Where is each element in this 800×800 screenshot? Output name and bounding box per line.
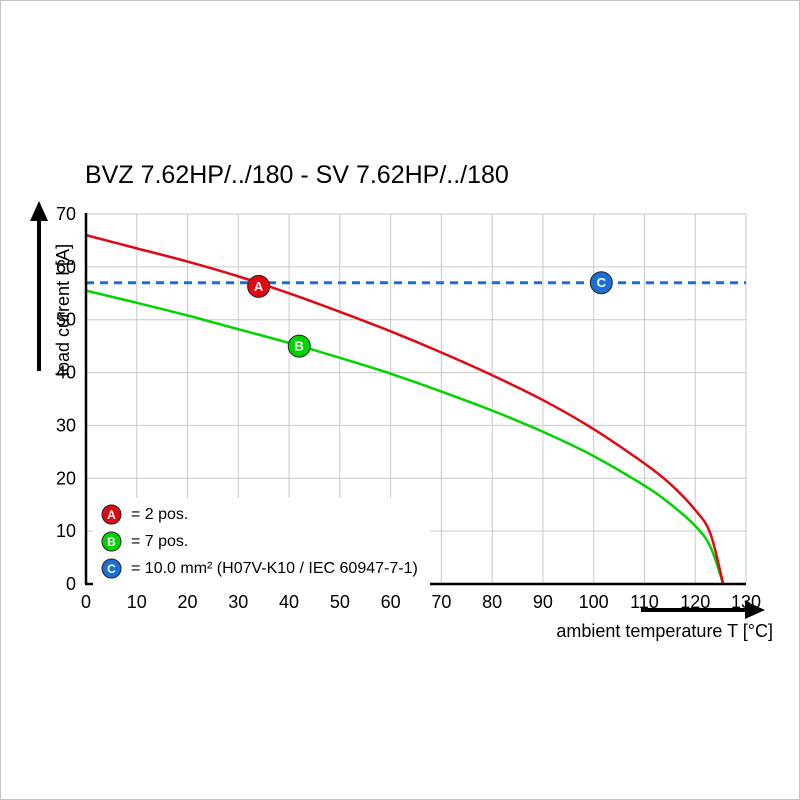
y-tick-label: 30 — [56, 415, 76, 435]
svg-text:B: B — [295, 339, 304, 354]
legend-badge-a-icon: A — [101, 504, 122, 525]
x-tick-label: 0 — [81, 592, 91, 612]
y-axis-arrow-icon — [30, 201, 48, 371]
x-tick-label: 60 — [381, 592, 401, 612]
x-tick-label: 10 — [127, 592, 147, 612]
legend-badge-b-icon: B — [101, 531, 122, 552]
x-tick-label: 30 — [228, 592, 248, 612]
legend-label-b: = 7 pos. — [131, 532, 189, 550]
x-tick-label: 90 — [533, 592, 553, 612]
legend-item-a: A = 2 pos. — [101, 502, 418, 527]
legend-badge-c-icon: C — [101, 558, 122, 579]
marker-C: C — [589, 271, 613, 295]
x-tick-label: 70 — [431, 592, 451, 612]
x-tick-label: 100 — [579, 592, 609, 612]
marker-B: B — [287, 334, 311, 358]
svg-text:A: A — [254, 279, 264, 294]
x-tick-label: 120 — [680, 592, 710, 612]
svg-text:C: C — [597, 275, 607, 290]
legend-item-c: C = 10.0 mm² (H07V-K10 / IEC 60947-7-1) — [101, 556, 418, 581]
y-tick-label: 0 — [66, 574, 76, 594]
legend-badge-a-letter: A — [107, 508, 116, 522]
x-tick-label: 110 — [630, 592, 659, 612]
y-tick-label: 40 — [56, 363, 76, 383]
legend: A = 2 pos. B = 7 pos. C = 10.0 mm² (H07V… — [93, 498, 430, 587]
y-tick-label: 50 — [56, 310, 76, 330]
y-tick-label: 10 — [56, 521, 76, 541]
x-tick-label: 20 — [178, 592, 198, 612]
legend-item-b: B = 7 pos. — [101, 529, 418, 554]
series-B-line — [85, 289, 725, 585]
legend-label-c: = 10.0 mm² (H07V-K10 / IEC 60947-7-1) — [131, 559, 418, 577]
x-tick-label: 50 — [330, 592, 350, 612]
legend-badge-c-letter: C — [107, 562, 116, 576]
y-tick-label: 60 — [56, 257, 76, 277]
y-tick-label: 20 — [56, 468, 76, 488]
y-axis-label: load current I [A] — [53, 243, 73, 376]
x-axis-arrow-icon — [641, 601, 765, 619]
x-tick-label: 80 — [482, 592, 502, 612]
chart-title: BVZ 7.62HP/../180 - SV 7.62HP/../180 — [85, 161, 509, 189]
marker-A: A — [247, 274, 271, 298]
y-tick-label: 70 — [56, 204, 76, 224]
x-tick-label: 40 — [279, 592, 299, 612]
x-axis-label: ambient temperature T [°C] — [556, 621, 773, 641]
legend-label-a: = 2 pos. — [131, 505, 189, 523]
legend-badge-b-letter: B — [107, 535, 116, 549]
series-A-line — [85, 233, 725, 585]
